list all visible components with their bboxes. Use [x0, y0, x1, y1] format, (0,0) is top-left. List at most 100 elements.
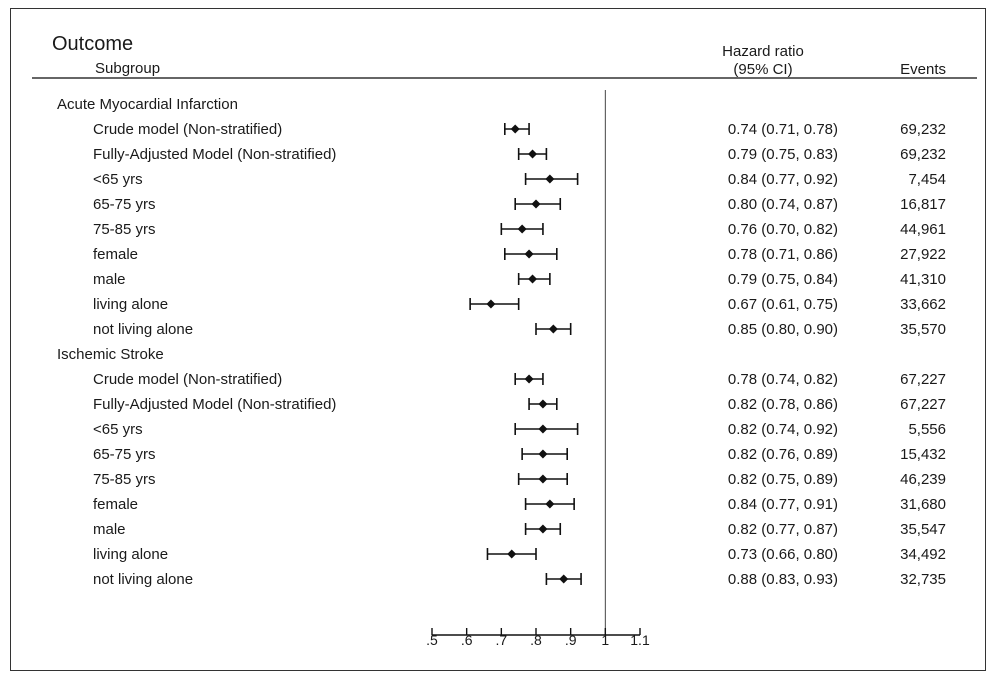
table-row: Fully-Adjusted Model (Non-stratified) 0.8… — [93, 396, 946, 413]
table-row: not living alone 0.85 (0.80, 0.90) 35,570 — [93, 321, 946, 338]
ci-text: 0.82 (0.75, 0.89) — [728, 471, 838, 488]
events-value: 69,232 — [900, 146, 946, 163]
ci-text: 0.82 (0.76, 0.89) — [728, 446, 838, 463]
point-estimate — [524, 374, 534, 384]
row-label: male — [93, 271, 126, 288]
row-label: 65-75 yrs — [93, 446, 156, 463]
ci-text: 0.79 (0.75, 0.84) — [728, 271, 838, 288]
table-row: female 0.78 (0.71, 0.86) 27,922 — [93, 246, 946, 263]
events-value: 67,227 — [900, 396, 946, 413]
table-row: male 0.79 (0.75, 0.84) 41,310 — [93, 271, 946, 288]
row-label: female — [93, 496, 138, 513]
row-label: female — [93, 246, 138, 263]
ci-text: 0.74 (0.71, 0.78) — [728, 121, 838, 138]
events-value: 35,570 — [900, 321, 946, 338]
events-value: 33,662 — [900, 296, 946, 313]
table-row: 65-75 yrs 0.82 (0.76, 0.89) 15,432 — [93, 446, 946, 463]
point-estimate — [548, 324, 558, 334]
x-axis: .5 .6 .7 .8 .9 1 1.1 — [426, 628, 650, 648]
point-estimate — [538, 449, 548, 459]
table-row: <65 yrs 0.84 (0.77, 0.92) 7,454 — [93, 171, 946, 188]
row-label: <65 yrs — [93, 421, 143, 438]
point-estimate — [486, 299, 496, 309]
row-label: not living alone — [93, 321, 193, 338]
ci-text: 0.85 (0.80, 0.90) — [728, 321, 838, 338]
row-label: Fully-Adjusted Model (Non-stratified) — [93, 396, 336, 413]
point-estimate — [528, 274, 538, 284]
events-value: 69,232 — [900, 121, 946, 138]
row-label: living alone — [93, 546, 168, 563]
events-value: 35,547 — [900, 521, 946, 538]
x-tick-label: 1.1 — [630, 632, 650, 648]
events-value: 16,817 — [900, 196, 946, 213]
x-tick-label: .8 — [530, 632, 542, 648]
row-label: 75-85 yrs — [93, 221, 156, 238]
ci-text: 0.84 (0.77, 0.92) — [728, 171, 838, 188]
row-label: not living alone — [93, 571, 193, 588]
events-value: 7,454 — [908, 171, 946, 188]
row-label: Fully-Adjusted Model (Non-stratified) — [93, 146, 336, 163]
events-value: 32,735 — [900, 571, 946, 588]
table-row: <65 yrs 0.82 (0.74, 0.92) 5,556 — [93, 421, 946, 438]
header-outcome: Outcome — [52, 33, 133, 55]
point-estimate — [538, 399, 548, 409]
row-label: male — [93, 521, 126, 538]
table-row: Crude model (Non-stratified) 0.78 (0.74, … — [93, 371, 946, 388]
table-row: female 0.84 (0.77, 0.91) 31,680 — [93, 496, 946, 513]
events-value: 41,310 — [900, 271, 946, 288]
table-row: 65-75 yrs 0.80 (0.74, 0.87) 16,817 — [93, 196, 946, 213]
point-estimate — [538, 424, 548, 434]
table-row: 75-85 yrs 0.82 (0.75, 0.89) 46,239 — [93, 471, 946, 488]
point-estimate — [545, 174, 555, 184]
events-value: 5,556 — [908, 421, 946, 438]
point-estimate — [538, 524, 548, 534]
events-value: 34,492 — [900, 546, 946, 563]
x-tick-label: .5 — [426, 632, 438, 648]
x-tick-label: .6 — [461, 632, 473, 648]
ci-text: 0.67 (0.61, 0.75) — [728, 296, 838, 313]
header-events: Events — [900, 61, 946, 78]
x-tick-label: 1 — [601, 632, 609, 648]
point-estimate — [510, 124, 520, 134]
point-estimate — [559, 574, 569, 584]
group-title: Acute Myocardial Infarction — [57, 96, 238, 113]
events-value: 44,961 — [900, 221, 946, 238]
events-value: 15,432 — [900, 446, 946, 463]
ci-text: 0.84 (0.77, 0.91) — [728, 496, 838, 513]
row-label: Crude model (Non-stratified) — [93, 371, 282, 388]
table-row: living alone 0.73 (0.66, 0.80) 34,492 — [93, 546, 946, 563]
row-label: living alone — [93, 296, 168, 313]
ci-text: 0.76 (0.70, 0.82) — [728, 221, 838, 238]
group-title: Ischemic Stroke — [57, 346, 164, 363]
row-label: Crude model (Non-stratified) — [93, 121, 282, 138]
point-estimate — [507, 549, 517, 559]
row-label: 75-85 yrs — [93, 471, 156, 488]
table-row: not living alone 0.88 (0.83, 0.93) 32,735 — [93, 571, 946, 588]
events-value: 67,227 — [900, 371, 946, 388]
events-value: 31,680 — [900, 496, 946, 513]
row-label: 65-75 yrs — [93, 196, 156, 213]
header-subgroup: Subgroup — [95, 60, 160, 77]
table-row: male 0.82 (0.77, 0.87) 35,547 — [93, 521, 946, 538]
table-row: Crude model (Non-stratified) 0.74 (0.71, … — [93, 121, 946, 138]
rows: Acute Myocardial Infarction Crude model (… — [57, 96, 946, 588]
header-hazard-ratio: Hazard ratio — [722, 43, 804, 60]
x-tick-label: .7 — [495, 632, 507, 648]
table-row: 75-85 yrs 0.76 (0.70, 0.82) 44,961 — [93, 221, 946, 238]
events-value: 27,922 — [900, 246, 946, 263]
ci-text: 0.82 (0.78, 0.86) — [728, 396, 838, 413]
point-estimate — [524, 249, 534, 259]
table-row: living alone 0.67 (0.61, 0.75) 33,662 — [93, 296, 946, 313]
point-estimate — [528, 149, 538, 159]
point-estimate — [517, 224, 527, 234]
events-value: 46,239 — [900, 471, 946, 488]
point-estimate — [538, 474, 548, 484]
header-ci: (95% CI) — [733, 61, 792, 78]
x-tick-label: .9 — [565, 632, 577, 648]
ci-text: 0.88 (0.83, 0.93) — [728, 571, 838, 588]
ci-text: 0.80 (0.74, 0.87) — [728, 196, 838, 213]
ci-text: 0.73 (0.66, 0.80) — [728, 546, 838, 563]
figure-frame — [10, 8, 986, 671]
row-label: <65 yrs — [93, 171, 143, 188]
